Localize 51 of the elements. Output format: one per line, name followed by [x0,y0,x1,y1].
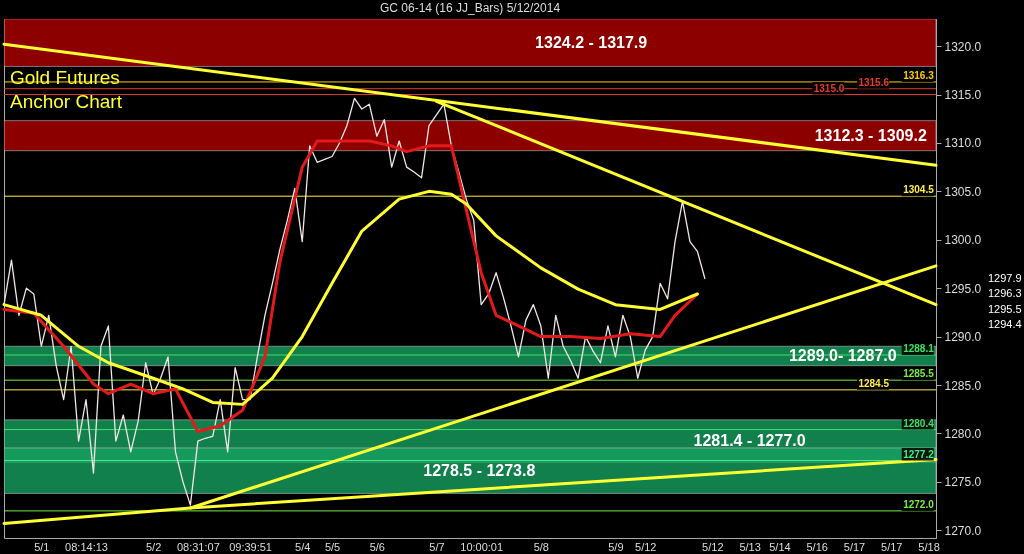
ref-line-label: 1280.4 [903,417,935,429]
ref-line-label: 1277.2 [903,448,935,460]
x-tick-label: 5/18 [918,540,940,553]
y-tick-label: 1275.0 [944,475,982,490]
y-tick-label: 1305.0 [944,184,982,199]
ref-line-label: 1315.0 [813,82,845,94]
y-tick-label: 1315.0 [944,88,982,103]
ref-line-label: 1285.5 [903,368,935,380]
ref-line-label: 1304.5 [903,184,935,196]
y-tick-label: 1285.0 [944,378,982,393]
x-tick-label: 08:14:13 [65,540,108,553]
x-tick-label: 5/14 [769,540,791,553]
band-label: 1281.4 - 1277.0 [693,432,806,450]
x-tick-label: 10:00:01 [460,540,504,553]
x-tick-label: 5/4 [295,540,311,553]
band-label: 1312.3 - 1309.2 [814,126,927,144]
x-tick-label: 5/12 [702,540,724,553]
x-tick-label: 5/8 [533,540,549,553]
y-tick-label: 1270.0 [944,523,982,538]
x-tick-label: 5/17 [881,540,903,553]
text: 1294.4 [988,318,1022,331]
band-label: 1278.5 - 1273.8 [423,461,536,479]
x-tick-label: 5/7 [429,540,445,553]
ref-line-label: 1272.0 [903,498,935,510]
ref-line-label: 1315.6 [858,76,890,88]
band-label: 1289.0- 1287.0 [788,346,897,364]
x-tick-label: 09:39:51 [229,540,272,553]
text: 1296.3 [988,287,1022,300]
ref-line-label: 1316.3 [903,69,935,81]
y-tick-label: 1300.0 [944,233,982,248]
x-tick-label: 5/16 [806,540,828,553]
y-tick-label: 1320.0 [944,39,982,54]
y-tick-label: 1280.0 [944,426,982,441]
text: 1295.5 [988,302,1022,315]
x-tick-label: 5/17 [843,540,866,553]
x-tick-label: 5/12 [635,540,657,553]
y-tick-label: 1295.0 [944,281,982,296]
x-tick-label: 5/1 [34,540,50,553]
chart-title: GC 06-14 (16 JJ_Bars) 5/12/2014 [379,1,561,15]
x-tick-label: 5/5 [324,540,341,553]
x-tick-label: 08:31:07 [176,540,220,553]
x-tick-label: 5/2 [145,540,162,553]
x-tick-label: 5/9 [608,540,624,553]
x-tick-label: 5/6 [369,540,385,553]
y-tick-label: 1290.0 [944,330,982,345]
ref-line-label: 1284.5 [858,377,890,389]
x-tick-label: 5/13 [739,540,761,553]
y-tick-label: 1310.0 [944,136,982,151]
band-label: 1324.2 - 1317.9 [535,33,648,51]
ref-line-label: 1288.1 [903,342,935,354]
text: 1297.9 [988,271,1022,284]
